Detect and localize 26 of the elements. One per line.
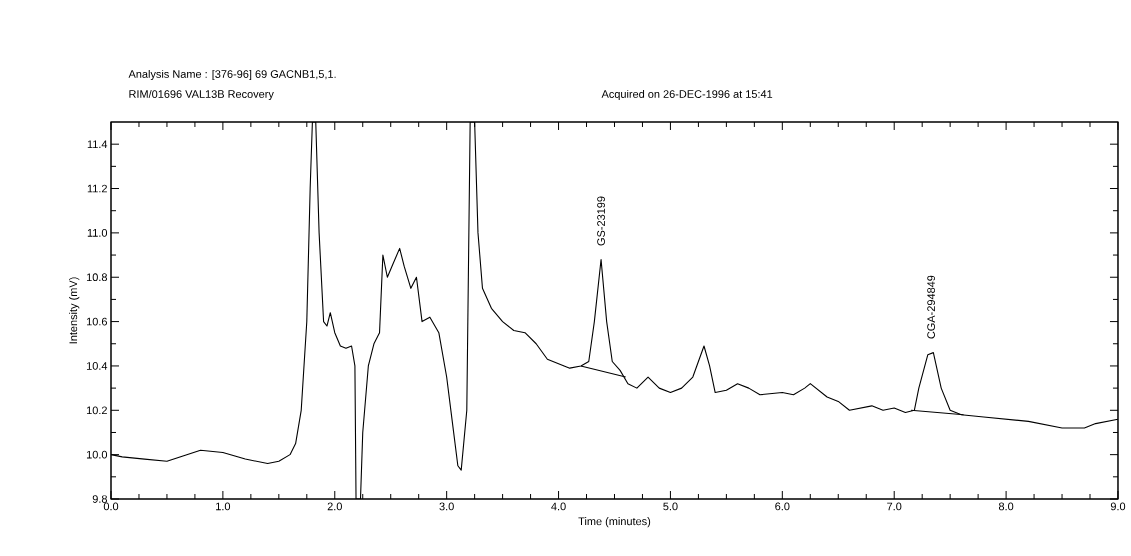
y-tick-label: 11.2 <box>87 184 107 193</box>
text: Analysis Name : [376-96] 69 GACNB1,5,1. <box>128 69 336 81</box>
x-tick-label: 5.0 <box>663 502 678 511</box>
y-tick-label: 11.0 <box>87 229 108 237</box>
annotation: GS-23199 <box>597 196 605 246</box>
x-tick-label: 0.0 <box>103 502 119 511</box>
x-tick-label: 8.0 <box>998 502 1014 511</box>
x-tick-label: 9.0 <box>1110 502 1126 511</box>
y-axis-title: Intensity (mV) <box>69 277 80 344</box>
x-tick-label: 2.0 <box>327 502 342 511</box>
y-tick-label: 9.8 <box>92 495 107 503</box>
text: RIM/01696 VAL13B Recovery <box>129 89 274 101</box>
y-tick-label: 10.8 <box>86 273 107 282</box>
y-tick-label: 10.4 <box>86 362 108 370</box>
annotation: CGA-294849 <box>927 275 936 339</box>
x-axis-title: Time (minutes) <box>578 517 651 528</box>
y-tick-label: 10.6 <box>86 317 107 326</box>
x-tick-label: 3.0 <box>439 502 454 511</box>
x-tick-label: 4.0 <box>551 502 566 511</box>
text: Acquired on 26-DEC-1996 at 15:41 <box>601 89 773 101</box>
y-tick-label: 10.2 <box>86 406 107 415</box>
x-tick-label: 7.0 <box>887 502 902 511</box>
y-tick-label: 10.0 <box>86 450 108 459</box>
y-tick-label: 11.4 <box>87 140 108 148</box>
x-tick-label: 1.0 <box>216 502 231 511</box>
x-tick-label: 6.0 <box>775 502 790 511</box>
